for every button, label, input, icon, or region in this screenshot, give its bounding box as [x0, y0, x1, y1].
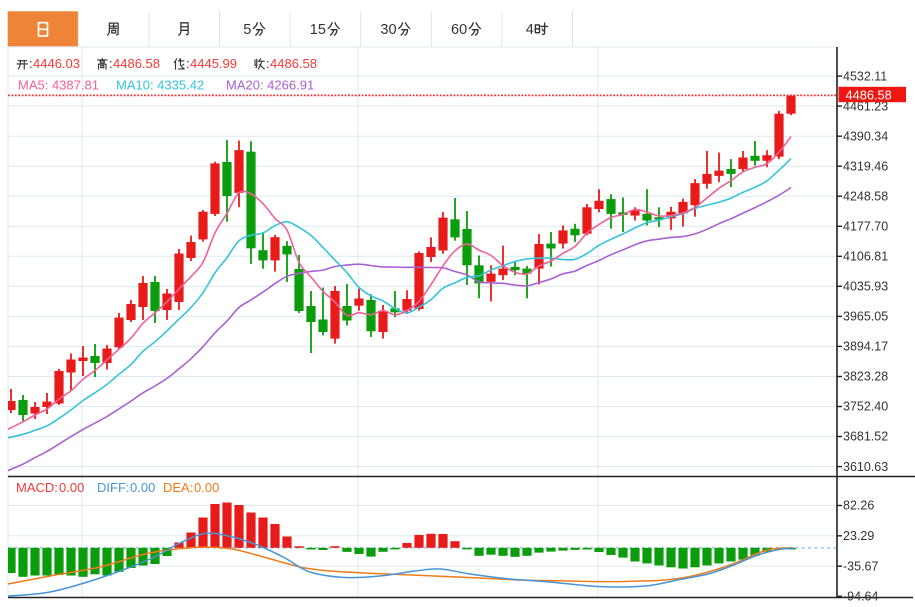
svg-text:4106.81: 4106.81	[843, 250, 888, 264]
svg-text:4445.99: 4445.99	[190, 56, 237, 71]
svg-text:4248.58: 4248.58	[843, 189, 888, 203]
svg-text:3610.63: 3610.63	[843, 460, 888, 474]
svg-text:4486.58: 4486.58	[270, 56, 317, 71]
svg-text:MA20: 4266.91: MA20: 4266.91	[226, 78, 314, 93]
svg-text:4446.03: 4446.03	[33, 56, 80, 71]
svg-text:-35.67: -35.67	[843, 559, 878, 573]
svg-text:3752.40: 3752.40	[843, 400, 888, 414]
svg-text:DIFF:: DIFF:	[97, 480, 130, 495]
svg-text:4319.46: 4319.46	[843, 159, 888, 173]
svg-text:4177.70: 4177.70	[843, 220, 888, 234]
svg-text:15: 15	[310, 22, 326, 38]
svg-text:4486.58: 4486.58	[846, 87, 892, 102]
svg-text:5: 5	[243, 22, 251, 38]
svg-text:MACD:: MACD:	[16, 480, 58, 495]
svg-text:60: 60	[451, 22, 467, 38]
svg-text:82.26: 82.26	[843, 499, 874, 513]
svg-text::: :	[29, 56, 33, 71]
svg-text:DEA:: DEA:	[163, 480, 193, 495]
svg-text:0.00: 0.00	[59, 480, 84, 495]
svg-text:4486.58: 4486.58	[113, 56, 160, 71]
svg-text:0.00: 0.00	[130, 480, 155, 495]
svg-text:-94.64: -94.64	[843, 590, 878, 604]
svg-text:0.00: 0.00	[194, 480, 219, 495]
svg-text:23.29: 23.29	[843, 529, 874, 543]
svg-text:3823.28: 3823.28	[843, 370, 888, 384]
svg-text::: :	[109, 56, 113, 71]
svg-text:MA10: 4335.42: MA10: 4335.42	[116, 78, 204, 93]
svg-text:4035.93: 4035.93	[843, 280, 888, 294]
svg-text:4390.34: 4390.34	[843, 129, 888, 143]
svg-text:4461.23: 4461.23	[843, 99, 888, 113]
svg-text:3894.17: 3894.17	[843, 340, 888, 354]
svg-text:30: 30	[380, 22, 396, 38]
svg-text::: :	[266, 56, 270, 71]
svg-text:3681.52: 3681.52	[843, 430, 888, 444]
svg-text::: :	[186, 56, 190, 71]
svg-text:4532.11: 4532.11	[843, 69, 887, 83]
svg-text:4: 4	[526, 22, 534, 38]
svg-text:3965.05: 3965.05	[843, 310, 888, 324]
svg-text:MA5: 4387.81: MA5: 4387.81	[18, 78, 99, 93]
